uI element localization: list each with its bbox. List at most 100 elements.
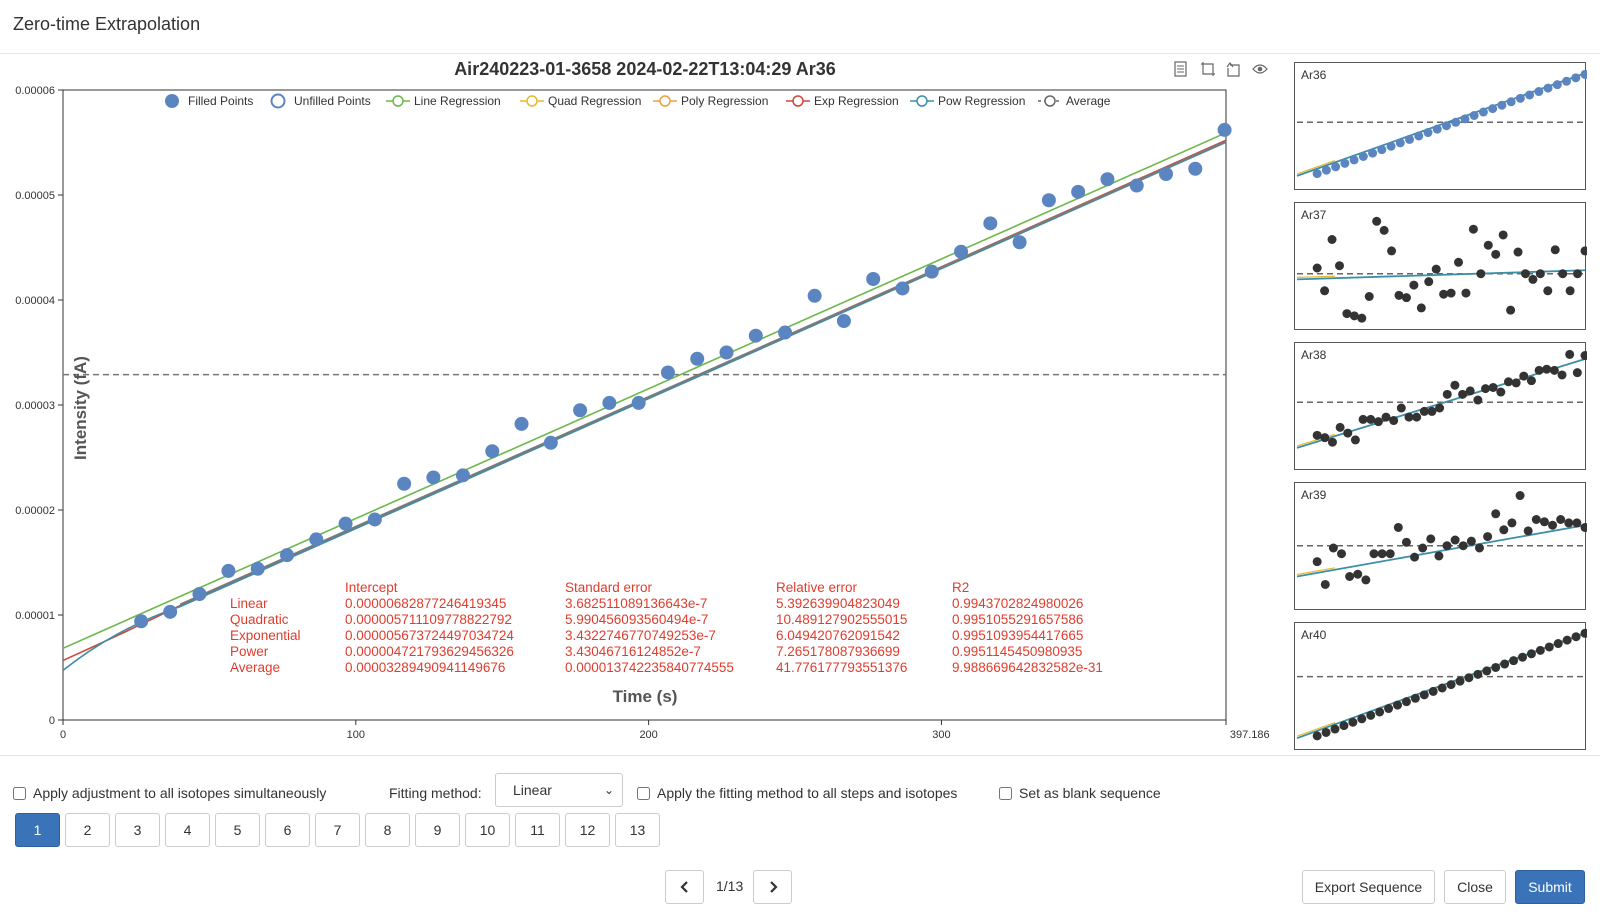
data-point[interactable] <box>397 476 412 491</box>
page-button-4[interactable]: 4 <box>165 813 210 847</box>
data-point[interactable] <box>221 563 236 578</box>
legend-item[interactable]: Line Regression <box>386 94 501 108</box>
eye-icon[interactable] <box>1252 64 1268 74</box>
close-button[interactable]: Close <box>1444 870 1506 904</box>
data-point[interactable] <box>338 516 353 531</box>
next-page-button[interactable] <box>753 870 792 904</box>
side-chart-ar36[interactable]: Ar36 <box>1294 62 1587 190</box>
side-chart-ar39[interactable]: Ar39 <box>1294 482 1587 610</box>
page-button-6[interactable]: 6 <box>265 813 310 847</box>
side-data-point <box>1496 387 1506 397</box>
prev-page-button[interactable] <box>665 870 704 904</box>
data-point[interactable] <box>485 444 500 459</box>
data-point[interactable] <box>602 395 617 410</box>
data-point[interactable] <box>543 435 558 450</box>
legend-item[interactable]: Exp Regression <box>786 94 899 108</box>
page-button-2[interactable]: 2 <box>65 813 110 847</box>
data-point[interactable] <box>1041 193 1056 208</box>
page-button-3[interactable]: 3 <box>115 813 160 847</box>
side-data-point <box>1580 522 1587 532</box>
side-data-point <box>1571 73 1581 83</box>
apply-all-isotopes-checkbox[interactable] <box>13 786 26 800</box>
side-data-point <box>1446 288 1456 298</box>
page-button-5[interactable]: 5 <box>215 813 260 847</box>
set-blank-option[interactable]: Set as blank sequence <box>999 778 1161 808</box>
legend-item[interactable]: Pow Regression <box>910 94 1025 108</box>
data-point[interactable] <box>631 395 646 410</box>
data-point[interactable] <box>866 272 881 286</box>
data-point[interactable] <box>250 561 265 576</box>
side-data-point <box>1461 288 1471 298</box>
side-data-point <box>1385 549 1395 559</box>
side-data-point <box>1442 541 1452 551</box>
page-button-13[interactable]: 13 <box>615 813 660 847</box>
side-data-point <box>1482 666 1492 676</box>
data-point[interactable] <box>660 365 675 380</box>
side-data-point <box>1520 269 1530 279</box>
submit-button[interactable]: Submit <box>1515 870 1585 904</box>
data-point[interactable] <box>924 264 939 279</box>
data-point[interactable] <box>455 468 470 483</box>
restore-icon[interactable] <box>1226 62 1240 77</box>
data-point[interactable] <box>1100 172 1115 187</box>
data-point[interactable] <box>279 548 294 563</box>
side-chart-ar40[interactable]: Ar40 <box>1294 622 1587 750</box>
page-button-12[interactable]: 12 <box>565 813 610 847</box>
select-area-icon[interactable] <box>1201 62 1215 76</box>
data-point[interactable] <box>748 328 763 343</box>
stats-cell: 10.489127902555015 <box>776 612 907 627</box>
export-sequence-button[interactable]: Export Sequence <box>1302 870 1435 904</box>
data-point[interactable] <box>1012 235 1027 250</box>
side-chart-ar37[interactable]: Ar37 <box>1294 202 1587 330</box>
apply-fitting-all-checkbox[interactable] <box>637 786 650 800</box>
data-point[interactable] <box>192 587 207 601</box>
side-data-point <box>1450 535 1460 545</box>
data-point[interactable] <box>895 281 910 296</box>
side-data-point <box>1500 659 1510 669</box>
data-point[interactable] <box>690 351 705 366</box>
page-button-8[interactable]: 8 <box>365 813 410 847</box>
stats-cell: 5.990456093560494e-7 <box>565 612 708 627</box>
stats-table: Intercept Standard error Relative error R2 L… <box>230 580 1103 675</box>
side-data-point <box>1435 403 1445 413</box>
data-point[interactable] <box>1159 167 1174 181</box>
legend-label: Unfilled Points <box>294 94 371 108</box>
page-button-10[interactable]: 10 <box>465 813 510 847</box>
legend-item[interactable]: Average <box>1038 94 1111 108</box>
set-blank-checkbox[interactable] <box>999 786 1012 800</box>
data-point[interactable] <box>1188 161 1203 176</box>
data-point[interactable] <box>163 604 178 619</box>
page-button-9[interactable]: 9 <box>415 813 460 847</box>
side-data-point <box>1414 131 1424 141</box>
side-chart-ar38[interactable]: Ar38 <box>1294 342 1587 470</box>
chart-toolbar[interactable] <box>1174 61 1268 77</box>
legend-item[interactable]: Filled Points <box>165 94 253 108</box>
legend-item[interactable]: Unfilled Points <box>270 93 371 109</box>
data-point[interactable] <box>573 403 588 418</box>
legend-item[interactable]: Quad Regression <box>520 94 641 108</box>
apply-fitting-all-option[interactable]: Apply the fitting method to all steps an… <box>637 778 957 808</box>
data-point[interactable] <box>1217 122 1232 137</box>
data-point[interactable] <box>807 288 822 303</box>
data-point[interactable] <box>134 614 149 629</box>
data-point[interactable] <box>1129 178 1144 193</box>
data-point[interactable] <box>514 416 529 431</box>
fitting-method-select[interactable]: Linear ⌄ <box>495 773 623 807</box>
data-point[interactable] <box>954 244 969 259</box>
page-button-11[interactable]: 11 <box>515 813 560 847</box>
apply-all-isotopes-option[interactable]: Apply adjustment to all isotopes simulta… <box>13 778 326 808</box>
legend-item[interactable]: Poly Regression <box>653 94 768 108</box>
data-view-icon[interactable] <box>1174 61 1187 77</box>
page-button-7[interactable]: 7 <box>315 813 360 847</box>
side-data-point <box>1565 349 1575 359</box>
data-point[interactable] <box>309 532 324 547</box>
data-point[interactable] <box>1071 184 1086 199</box>
data-point[interactable] <box>983 216 998 231</box>
data-point[interactable] <box>778 325 793 340</box>
data-point[interactable] <box>836 314 851 328</box>
data-point[interactable] <box>367 512 382 527</box>
data-point[interactable] <box>426 470 441 485</box>
data-point[interactable] <box>719 345 734 360</box>
page-button-1[interactable]: 1 <box>15 813 60 847</box>
stats-cell: 5.392639904823049 <box>776 596 900 611</box>
